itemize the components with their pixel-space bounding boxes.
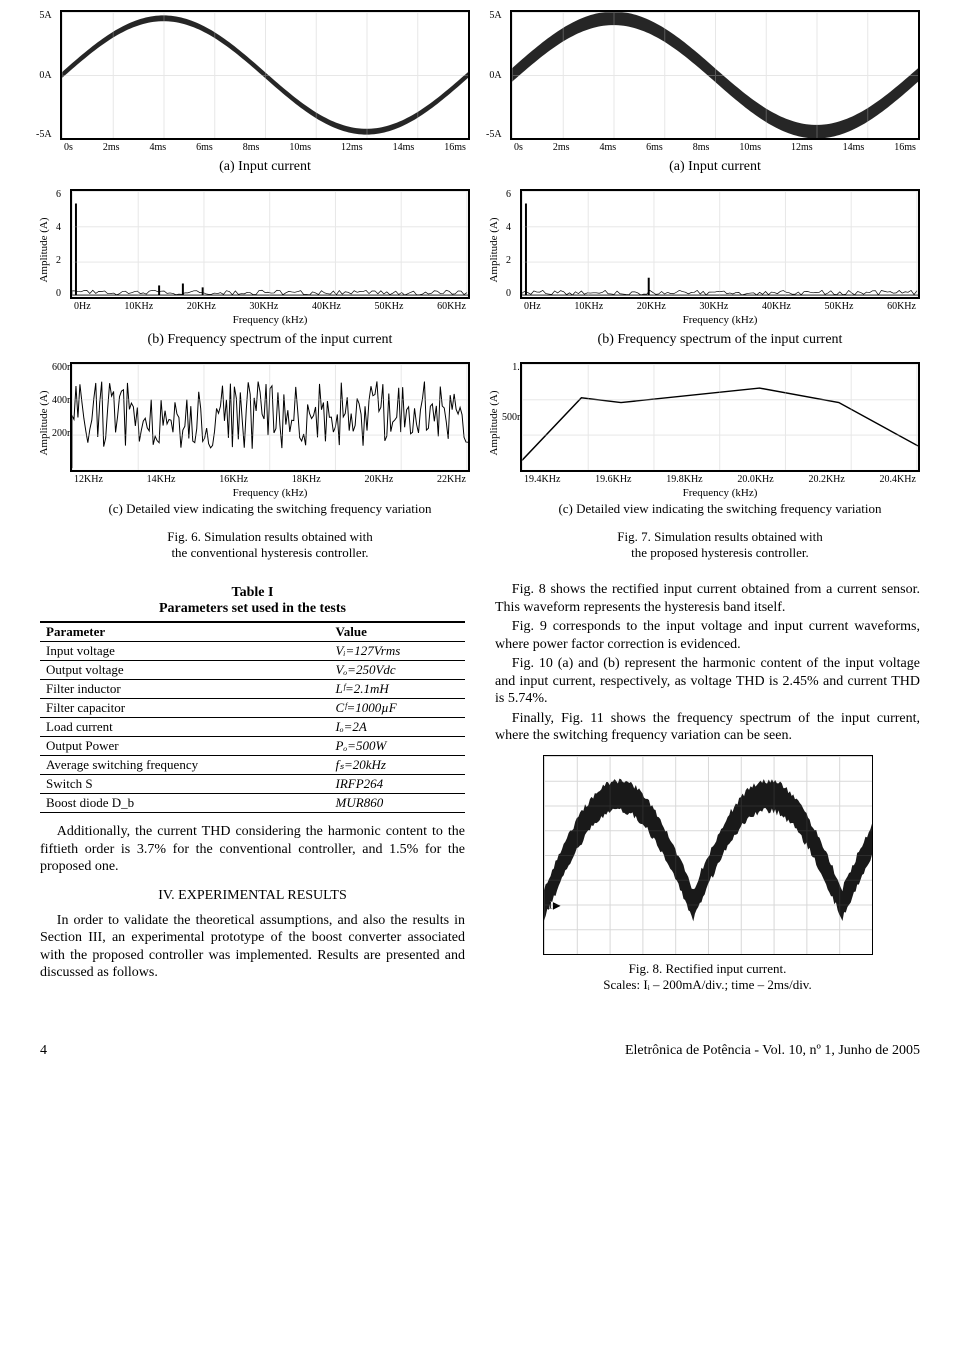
param-cell: Filter inductor — [40, 680, 330, 699]
det-left-chart — [70, 362, 470, 472]
table-header-row: Parameter Value — [40, 622, 465, 642]
right-text-col: Fig. 8 shows the rectified input current… — [495, 581, 920, 1003]
text-columns: Table I Parameters set used in the tests… — [40, 581, 920, 1003]
wave-right-xticks: 0s2ms4ms6ms8ms10ms12ms14ms16ms — [510, 140, 920, 153]
wave-left-xticks: 0s2ms4ms6ms8ms10ms12ms14ms16ms — [60, 140, 470, 153]
th-value: Value — [330, 622, 465, 642]
value-cell: Lᶠ=2.1mH — [330, 680, 465, 699]
value-cell: Vₒ=250Vdc — [330, 661, 465, 680]
row-wave: 5A 0A -5A 0s2ms4ms6ms8ms10ms12ms14ms16ms… — [40, 10, 920, 189]
caption-a-right: (a) Input current — [669, 159, 761, 175]
spec-left-ylabel: Amplitude (A) — [38, 217, 50, 282]
wave-right-chart — [510, 10, 920, 140]
det-right-ylabel: Amplitude (A) — [488, 390, 500, 455]
det-left-xticks: 12KHz14KHz16KHz18KHz20KHz22KHz — [70, 472, 470, 485]
value-cell: Pₒ=500W — [330, 737, 465, 756]
table-row: Output PowerPₒ=500W — [40, 737, 465, 756]
spec-right-col: Amplitude (A) 6420 0Hz10KHz20KHz30KHz40K… — [520, 189, 920, 362]
spec-right-chart — [520, 189, 920, 299]
para-fig9: Fig. 9 corresponds to the input voltage … — [495, 618, 920, 653]
param-cell: Filter capacitor — [40, 699, 330, 718]
param-cell: Average switching frequency — [40, 756, 330, 775]
spec-left-xticks: 0Hz10KHz20KHz30KHz40KHz50KHz60KHz — [70, 299, 470, 312]
spec-right-ylabel: Amplitude (A) — [488, 217, 500, 282]
caption-c-right: (c) Detailed view indicating the switchi… — [558, 501, 881, 517]
table-row: Switch SIRFP264 — [40, 775, 465, 794]
para-thd: Additionally, the current THD considerin… — [40, 823, 465, 876]
table-row: Load currentIₒ=2A — [40, 718, 465, 737]
table-row: Output voltageVₒ=250Vdc — [40, 661, 465, 680]
det-left-ylabel: Amplitude (A) — [38, 390, 50, 455]
spec-left-xlabel: Frequency (kHz) — [233, 314, 308, 326]
spec-right-xticks: 0Hz10KHz20KHz30KHz40KHz50KHz60KHz — [520, 299, 920, 312]
value-cell: Cᶠ=1000µF — [330, 699, 465, 718]
det-left-col: Amplitude (A) 600mA400mA200mA0A 12KHz14K… — [70, 362, 470, 571]
param-cell: Load current — [40, 718, 330, 737]
page-footer: 4 Eletrônica de Potência - Vol. 10, nº 1… — [40, 1043, 920, 1059]
wave-left-yticks: 5A 0A -5A — [36, 10, 52, 140]
caption-b-left: (b) Frequency spectrum of the input curr… — [148, 332, 393, 348]
th-param: Parameter — [40, 622, 330, 642]
value-cell: Iₒ=2A — [330, 718, 465, 737]
spec-right-xlabel: Frequency (kHz) — [683, 314, 758, 326]
det-left-xlabel: Frequency (kHz) — [233, 487, 308, 499]
caption-fig6: Fig. 6. Simulation results obtained with… — [167, 529, 372, 561]
value-cell: MUR860 — [330, 794, 465, 813]
param-cell: Output voltage — [40, 661, 330, 680]
param-cell: Boost diode D_b — [40, 794, 330, 813]
wave-left-col: 5A 0A -5A 0s2ms4ms6ms8ms10ms12ms14ms16ms… — [60, 10, 470, 189]
spec-left-yticks: 6420 — [56, 189, 61, 299]
para-fig8: Fig. 8 shows the rectified input current… — [495, 581, 920, 616]
table-row: Boost diode D_bMUR860 — [40, 794, 465, 813]
caption-fig7: Fig. 7. Simulation results obtained with… — [617, 529, 822, 561]
caption-c-left: (c) Detailed view indicating the switchi… — [108, 501, 431, 517]
para-fig11: Finally, Fig. 11 shows the frequency spe… — [495, 710, 920, 745]
table-row: Filter inductorLᶠ=2.1mH — [40, 680, 465, 699]
table-row: Average switching frequencyfₛ=20kHz — [40, 756, 465, 775]
spec-left-col: Amplitude (A) 6420 0Hz10KHz20KHz30KHz40K… — [70, 189, 470, 362]
value-cell: Vᵢ=127Vrms — [330, 642, 465, 661]
det-right-xlabel: Frequency (kHz) — [683, 487, 758, 499]
det-right-xticks: 19.4KHz19.6KHz19.8KHz20.0KHz20.2KHz20.4K… — [520, 472, 920, 485]
caption-a-left: (a) Input current — [219, 159, 311, 175]
row-spec: Amplitude (A) 6420 0Hz10KHz20KHz30KHz40K… — [40, 189, 920, 362]
para-exp: In order to validate the theoretical ass… — [40, 912, 465, 982]
journal-ref: Eletrônica de Potência - Vol. 10, nº 1, … — [625, 1043, 920, 1059]
spec-right-yticks: 6420 — [506, 189, 511, 299]
param-cell: Switch S — [40, 775, 330, 794]
det-right-col: Amplitude (A) 1.0A500mA0A 19.4KHz19.6KHz… — [520, 362, 920, 571]
table-row: Input voltageVᵢ=127Vrms — [40, 642, 465, 661]
wave-right-col: 5A 0A -5A 0s2ms4ms6ms8ms10ms12ms14ms16ms… — [510, 10, 920, 189]
table-row: Filter capacitorCᶠ=1000µF — [40, 699, 465, 718]
value-cell: IRFP264 — [330, 775, 465, 794]
spec-left-chart — [70, 189, 470, 299]
scope-chart: 1▶ — [543, 755, 873, 955]
wave-left-chart — [60, 10, 470, 140]
param-cell: Input voltage — [40, 642, 330, 661]
section-4-heading: IV. EXPERIMENTAL RESULTS — [40, 888, 465, 904]
table-title: Table I Parameters set used in the tests — [40, 585, 465, 617]
caption-b-right: (b) Frequency spectrum of the input curr… — [598, 332, 843, 348]
para-fig10: Fig. 10 (a) and (b) represent the harmon… — [495, 655, 920, 708]
det-right-chart — [520, 362, 920, 472]
left-text-col: Table I Parameters set used in the tests… — [40, 581, 465, 1003]
wave-right-yticks: 5A 0A -5A — [486, 10, 502, 140]
page-number: 4 — [40, 1043, 47, 1059]
caption-fig8: Fig. 8. Rectified input current. Scales:… — [603, 961, 811, 993]
table-params: Parameter Value Input voltageVᵢ=127VrmsO… — [40, 621, 465, 813]
value-cell: fₛ=20kHz — [330, 756, 465, 775]
row-detail: Amplitude (A) 600mA400mA200mA0A 12KHz14K… — [40, 362, 920, 571]
param-cell: Output Power — [40, 737, 330, 756]
